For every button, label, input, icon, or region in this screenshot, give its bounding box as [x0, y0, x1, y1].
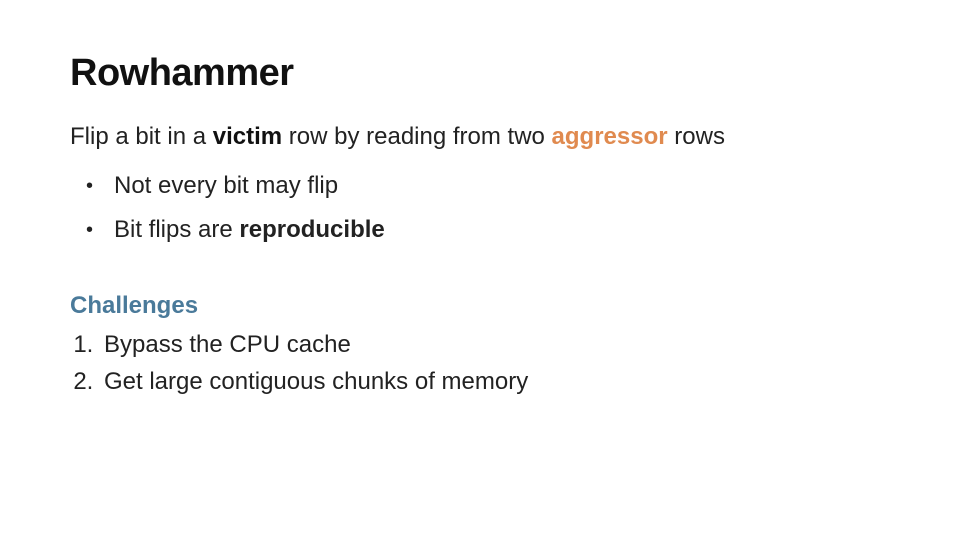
list-item: Not every bit may flip — [70, 167, 890, 205]
list-item: Bypass the CPU cache — [100, 326, 890, 363]
challenges-list: Bypass the CPU cache Get large contiguou… — [70, 326, 890, 400]
intro-suffix: rows — [668, 123, 725, 150]
slide: Rowhammer Flip a bit in a victim row by … — [0, 0, 960, 540]
intro-victim-word: victim — [213, 123, 282, 150]
bullet-list: Not every bit may flip Bit flips are rep… — [70, 167, 890, 250]
bullet-bold-suffix: reproducible — [239, 216, 384, 243]
intro-mid: row by reading from two — [282, 123, 551, 150]
intro-line: Flip a bit in a victim row by reading fr… — [70, 123, 890, 151]
list-item: Bit flips are reproducible — [70, 211, 890, 249]
slide-title: Rowhammer — [70, 52, 890, 95]
bullet-text: Bit flips are — [114, 216, 239, 243]
intro-aggressor-word: aggressor — [552, 123, 668, 150]
bullet-text: Not every bit may flip — [114, 172, 338, 199]
intro-prefix: Flip a bit in a — [70, 123, 213, 150]
list-item: Get large contiguous chunks of memory — [100, 363, 890, 400]
challenges-heading: Challenges — [70, 292, 890, 320]
